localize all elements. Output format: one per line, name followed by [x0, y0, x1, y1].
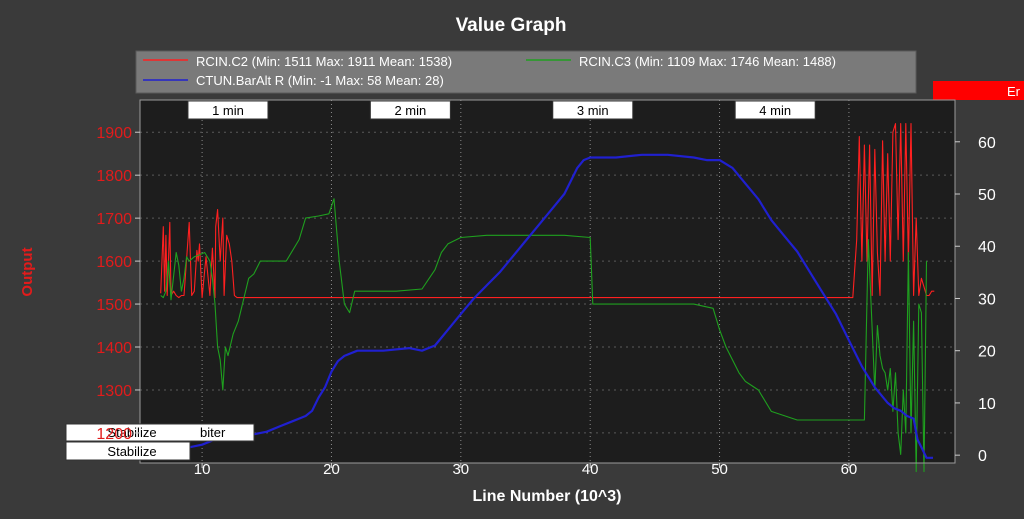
y-right-tick-label-10: 10	[978, 396, 996, 413]
x-tick-label-40: 40	[582, 461, 599, 478]
minute-label-1: 1 min	[212, 103, 244, 118]
x-tick-label-10: 10	[194, 461, 211, 478]
minute-label-box-4	[734, 100, 816, 120]
x-tick-label-20: 20	[323, 461, 340, 478]
y-left-tick-label-1500: 1500	[96, 297, 132, 314]
y-left-tick-label-1200: 1200	[96, 426, 132, 443]
minute-label-box-1	[187, 100, 269, 120]
mode-label-box-row1	[65, 423, 255, 442]
y-left-tick-label-1400: 1400	[96, 340, 132, 357]
legend-label-ctun-baralt: CTUN.BarAlt R (Min: -1 Max: 58 Mean: 28)	[196, 73, 444, 88]
series-line-ctun-baralt	[160, 153, 933, 459]
y-right-tick-label-40: 40	[978, 239, 996, 256]
x-axis-title: Line Number (10^3)	[473, 488, 622, 505]
y-right-tick-label-0: 0	[978, 448, 987, 465]
minute-label-3: 3 min	[577, 103, 609, 118]
legend-label-rcin-c3: RCIN.C3 (Min: 1109 Max: 1746 Mean: 1488)	[579, 54, 836, 69]
minute-labels: 1 min 2 min 3 min 4 min	[187, 100, 816, 120]
y-left-tick-label-1600: 1600	[96, 254, 132, 271]
y-right-tick-label-30: 30	[978, 291, 996, 308]
y-right-tick-label-50: 50	[978, 187, 996, 204]
y-axis-left: 1200 1300 1400 1500 1600 1700 1800 1900	[96, 125, 140, 443]
y-left-tick-label-1700: 1700	[96, 211, 132, 228]
y-right-tick-label-20: 20	[978, 344, 996, 361]
plot-frame	[139, 99, 956, 464]
y-right-tick-label-60: 60	[978, 135, 996, 152]
y-axis-right: 0 10 20 30 40 50 60	[955, 135, 996, 465]
x-tick-label-60: 60	[841, 461, 858, 478]
legend-label-rcin-c2: RCIN.C2 (Min: 1511 Max: 1911 Mean: 1538)	[196, 54, 452, 69]
y-left-tick-label-1900: 1900	[96, 125, 132, 142]
x-tick-label-30: 30	[452, 461, 469, 478]
y-left-tick-label-1800: 1800	[96, 168, 132, 185]
series-line-rcin-c3	[160, 198, 928, 473]
mode-label-biter: biter	[200, 425, 226, 440]
y-axis-title: Output	[19, 247, 36, 296]
legend-box	[135, 50, 917, 94]
plot-area[interactable]	[140, 100, 955, 463]
minute-label-4: 4 min	[759, 103, 791, 118]
chart-title: Value Graph	[456, 15, 567, 36]
mode-label-stabilize-2: Stabilize	[107, 444, 156, 459]
mode-label-stabilize-1: Stabilize	[107, 425, 156, 440]
mode-label-box-row2	[65, 441, 191, 461]
series-line-rcin-c2	[160, 123, 935, 299]
x-axis: 10 20 30 40 50 60	[194, 461, 858, 478]
minute-label-box-2	[369, 100, 451, 120]
minute-label-2: 2 min	[394, 103, 426, 118]
y-left-tick-label-1300: 1300	[96, 383, 132, 400]
error-indicator	[933, 81, 1024, 100]
x-tick-label-50: 50	[711, 461, 728, 478]
error-indicator-label: Er	[1007, 84, 1021, 99]
series-group	[139, 99, 956, 473]
minute-label-box-3	[552, 100, 634, 120]
